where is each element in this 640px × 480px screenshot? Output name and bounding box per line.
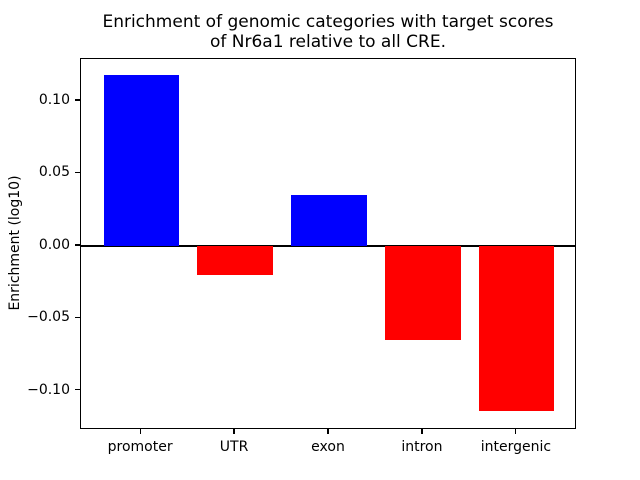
plot-area (80, 58, 576, 429)
bar-promoter (103, 74, 179, 246)
bar-intron (385, 245, 461, 341)
x-tick-mark (515, 429, 517, 434)
y-tick-mark (75, 389, 80, 391)
x-tick-label-promoter: promoter (107, 439, 173, 455)
zero-line (81, 244, 575, 248)
chart-title: Enrichment of genomic categories with ta… (102, 12, 554, 53)
x-tick-label-intergenic: intergenic (480, 439, 552, 455)
bar-UTR (197, 245, 273, 275)
x-tick-label-exon: exon (311, 439, 345, 455)
y-tick-label: 0.10 (38, 92, 70, 109)
y-tick-mark (75, 171, 80, 174)
bar-exon (291, 195, 367, 246)
y-tick-label: −0.10 (27, 381, 70, 398)
y-tick-mark (75, 99, 80, 101)
x-tick-mark (421, 429, 423, 434)
x-tick-label-UTR: UTR (219, 439, 249, 455)
x-tick-mark (233, 429, 235, 434)
x-tick-mark (139, 429, 141, 434)
y-tick-mark (75, 316, 80, 318)
y-tick-mark (75, 244, 80, 246)
y-tick-label: 0.05 (38, 164, 70, 181)
x-tick-mark (327, 429, 329, 434)
bar-intergenic (479, 245, 555, 412)
y-tick-label: −0.05 (27, 309, 70, 326)
y-tick-label: 0.00 (38, 236, 70, 253)
x-tick-label-intron: intron (401, 439, 443, 455)
